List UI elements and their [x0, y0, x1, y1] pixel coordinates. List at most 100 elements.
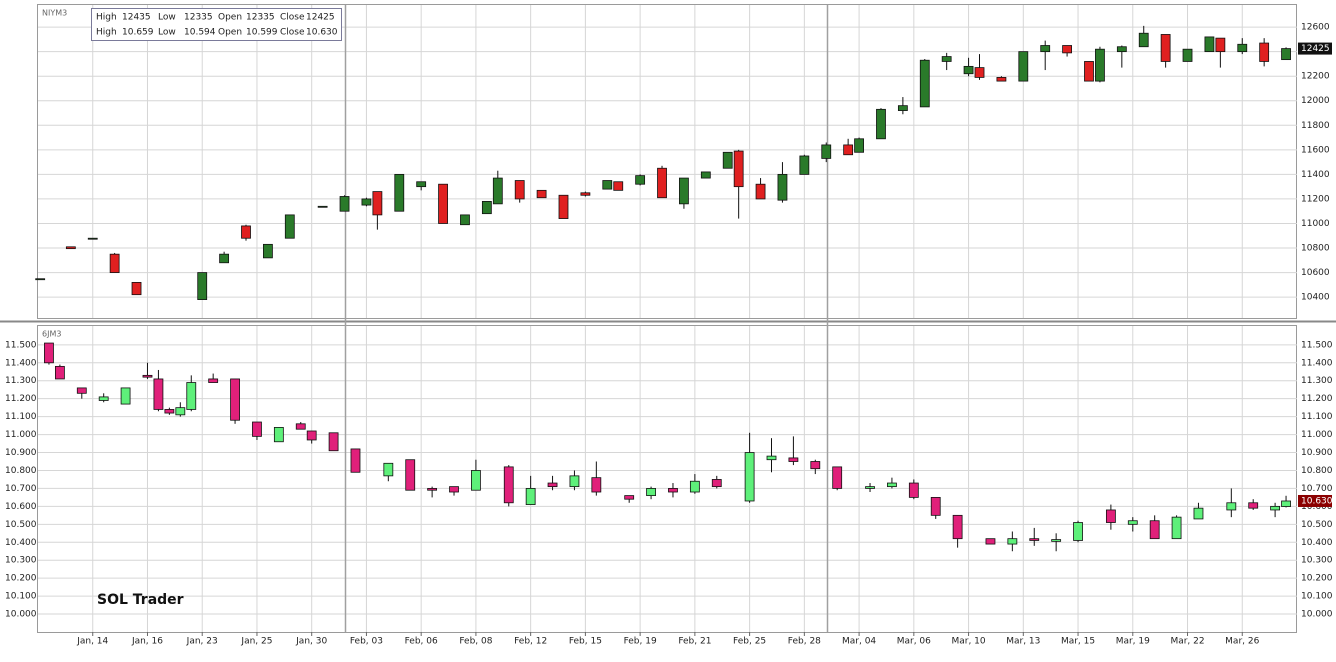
- candle-body: [1215, 37, 1226, 53]
- candle-body: [941, 56, 952, 62]
- candle-body: [602, 180, 613, 190]
- x-tick-label: Feb, 28: [788, 637, 821, 647]
- y-tick-label: 11.100: [1301, 412, 1333, 422]
- mark-layer: NIYM3 10400 10600 10800 11000 11200 11400 11600…: [5, 9, 1333, 647]
- candle-body: [1259, 42, 1270, 62]
- y-tick-label: 10.400: [5, 538, 37, 548]
- candle-body: [668, 488, 678, 493]
- candle-body: [44, 342, 54, 364]
- candle-body: [1062, 45, 1072, 54]
- candle-body: [1073, 522, 1083, 541]
- candle-body: [1105, 509, 1116, 523]
- candle-body: [657, 167, 667, 199]
- x-tick-label: Feb, 25: [733, 637, 766, 647]
- x-tick-label: Feb, 12: [514, 637, 547, 647]
- y-tick-label: 11.200: [5, 394, 37, 404]
- candle-body: [919, 59, 930, 108]
- candle-body: [876, 108, 886, 140]
- y-tick-label: 10.300: [1301, 556, 1333, 566]
- candle-body: [492, 177, 503, 205]
- candle-body: [854, 138, 864, 153]
- y-tick-label: 10.000: [5, 610, 37, 620]
- candle-body: [383, 462, 394, 477]
- candle-body: [263, 243, 273, 259]
- x-tick-label: Mar, 13: [1006, 637, 1040, 647]
- candle-body: [558, 194, 569, 219]
- watermark: SOL Trader: [97, 592, 184, 608]
- candle-body: [547, 482, 558, 488]
- y-tick-label: 11400: [1301, 170, 1330, 180]
- candle-body: [219, 253, 230, 264]
- y-tick-label: 10.700: [1301, 484, 1333, 494]
- y-tick-label: 11.000: [5, 430, 37, 440]
- candle-body: [1007, 538, 1018, 545]
- info-cell: High: [96, 28, 117, 38]
- y-tick-label: 11.500: [5, 340, 37, 350]
- candle-body: [887, 482, 897, 488]
- candle-body: [952, 514, 963, 540]
- candle-body: [613, 181, 624, 191]
- y-tick-label: 10.400: [1301, 538, 1333, 548]
- info-box-frame: [91, 8, 342, 41]
- candle-body: [1127, 520, 1138, 525]
- y-tick-label: 11.300: [5, 376, 37, 386]
- candle-body: [142, 374, 153, 378]
- info-box: High 12435 Low 12335 Open 12335 Close 12425 High…: [91, 8, 342, 41]
- candle-body: [591, 477, 602, 493]
- candle-body: [394, 173, 405, 212]
- y-tick-label: 12000: [1301, 96, 1330, 106]
- info-cell: Low: [158, 28, 176, 38]
- candle-body: [427, 488, 438, 491]
- x-tick-label: Jan, 23: [186, 637, 218, 647]
- candle-body: [295, 423, 306, 430]
- candle-body: [766, 455, 777, 461]
- candle-body: [722, 151, 733, 169]
- candle-body: [974, 67, 985, 78]
- candle-body: [1204, 36, 1215, 53]
- x-tick-label: Mar, 19: [1116, 637, 1150, 647]
- x-tick-label: Jan, 30: [295, 637, 327, 647]
- candle-body: [930, 496, 941, 516]
- candle-body: [755, 183, 766, 200]
- y-tick-label: 11000: [1301, 219, 1330, 229]
- candle-body: [1193, 507, 1204, 520]
- candle-body: [339, 196, 350, 212]
- candle-body: [1029, 538, 1040, 541]
- candle-body: [908, 482, 919, 498]
- candle-body: [1281, 500, 1291, 507]
- y-tick-label: 10.100: [1301, 592, 1333, 602]
- info-cell: 10.659: [122, 28, 154, 38]
- x-tick-label: Jan, 14: [76, 637, 108, 647]
- info-cell: Close: [280, 13, 305, 23]
- candle-body: [449, 486, 459, 493]
- y-tick-label: 10.500: [5, 520, 37, 530]
- candle-body: [481, 200, 492, 215]
- y-tick-label: 10.900: [1301, 448, 1333, 458]
- x-tick-label: Feb, 19: [624, 637, 657, 647]
- candle-body: [689, 480, 700, 493]
- y-tick-label: 10800: [1301, 244, 1330, 254]
- last-price-tag: [1298, 42, 1332, 55]
- candle-body: [832, 466, 843, 489]
- y-tick-label: 10.700: [5, 484, 37, 494]
- x-tick-label: Mar, 15: [1061, 637, 1095, 647]
- candle-body: [777, 173, 788, 201]
- x-tick-label: Jan, 16: [131, 637, 163, 647]
- x-tick-label: Mar, 04: [842, 637, 876, 647]
- candle-body: [76, 387, 87, 394]
- candle-body: [252, 421, 262, 437]
- candle-body: [733, 150, 744, 188]
- candle-body: [109, 253, 120, 273]
- y-tick-label: 10.000: [1301, 610, 1333, 620]
- y-tick-label: 10.100: [5, 592, 37, 602]
- candle-body: [328, 432, 339, 452]
- candle-body: [416, 181, 427, 188]
- y-tick-label: 10.200: [5, 574, 37, 584]
- y-tick-label: 10.900: [5, 448, 37, 458]
- last-price-tag: [1298, 494, 1332, 507]
- y-tick-label: 11.100: [5, 412, 37, 422]
- y-tick-label: 11.400: [1301, 358, 1333, 368]
- candle-body: [711, 479, 722, 488]
- x-tick-label: Feb, 08: [459, 637, 492, 647]
